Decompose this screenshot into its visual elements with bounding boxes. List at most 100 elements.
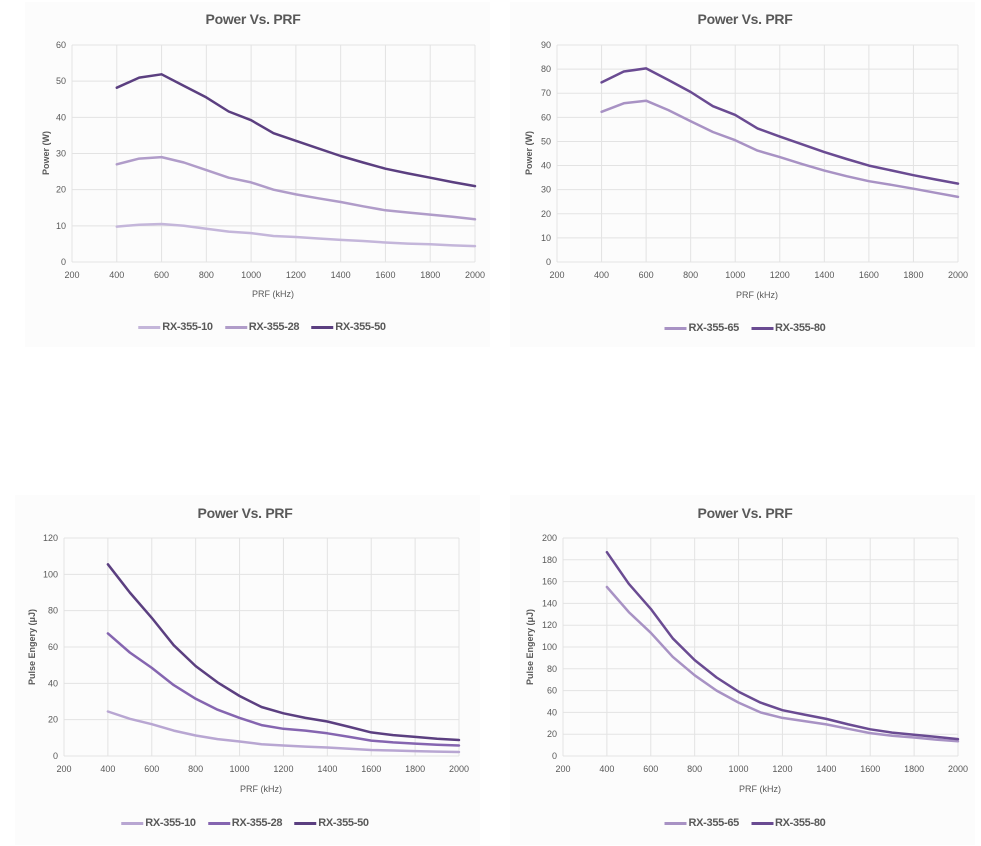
chart-1-xlabel: PRF (kHz): [252, 289, 294, 299]
series-line-rx-355-10: [115, 222, 477, 248]
y-tick-label: 120: [542, 620, 557, 630]
chart-2-title: Power Vs. PRF: [697, 11, 793, 27]
legend-label: RX-355-10: [162, 321, 213, 333]
x-tick-label: 1800: [903, 270, 923, 280]
series-line-rx-355-10: [106, 710, 461, 754]
legend-label: RX-355-80: [775, 322, 826, 334]
x-tick-label: 1600: [361, 764, 381, 774]
series-line-rx-355-50: [106, 563, 461, 742]
legend-swatch: [138, 325, 161, 329]
x-tick-label: 600: [643, 764, 658, 774]
y-tick-label: 30: [541, 185, 551, 195]
series-line-rx-355-65: [600, 99, 960, 199]
x-tick-label: 200: [64, 270, 79, 280]
chart-panel-4: [510, 495, 975, 845]
y-tick-label: 20: [48, 715, 58, 725]
chart-3-title: Power Vs. PRF: [197, 505, 293, 521]
chart-4-xlabel: PRF (kHz): [739, 784, 781, 794]
x-tick-label: 2000: [948, 270, 968, 280]
x-tick-label: 600: [639, 270, 654, 280]
y-tick-label: 140: [542, 598, 557, 608]
x-tick-label: 1000: [729, 764, 749, 774]
legend-swatch: [664, 821, 687, 825]
y-tick-label: 50: [541, 136, 551, 146]
x-tick-label: 2000: [948, 764, 968, 774]
x-tick-label: 2000: [465, 270, 485, 280]
chart-4-legend: RX-355-65 RX-355-80: [664, 817, 826, 829]
legend-swatch: [294, 821, 317, 825]
x-tick-label: 800: [199, 270, 214, 280]
y-tick-label: 40: [547, 707, 557, 717]
legend-label: RX-355-28: [231, 817, 283, 829]
legend-label: RX-355-50: [335, 321, 386, 333]
legend-item: RX-355-10: [121, 817, 196, 829]
y-tick-label: 10: [56, 221, 66, 231]
chart-3-xlabel: PRF (kHz): [240, 784, 282, 794]
y-tick-label: 180: [542, 555, 557, 565]
series-line-rx-355-65: [605, 585, 960, 743]
y-tick-label: 60: [56, 40, 66, 50]
legend-swatch: [224, 325, 247, 329]
y-tick-label: 80: [547, 664, 557, 674]
y-tick-label: 160: [542, 577, 557, 587]
legend-swatch: [121, 821, 144, 825]
legend-item: RX-355-65: [664, 817, 740, 829]
chart-panel-3: [15, 495, 480, 845]
x-tick-label: 400: [100, 764, 115, 774]
x-tick-label: 800: [188, 764, 203, 774]
x-tick-label: 600: [154, 270, 169, 280]
series-line-rx-355-28: [106, 632, 461, 747]
y-tick-label: 10: [541, 233, 551, 243]
x-tick-label: 2000: [449, 764, 469, 774]
x-tick-label: 800: [683, 270, 698, 280]
legend-swatch: [751, 326, 773, 330]
y-tick-label: 100: [43, 569, 58, 579]
x-tick-label: 1600: [859, 270, 879, 280]
chart-1-ylabel: Power (W): [41, 131, 51, 175]
x-tick-label: 1800: [904, 764, 924, 774]
y-tick-label: 60: [48, 642, 58, 652]
y-tick-label: 60: [547, 686, 557, 696]
legend-swatch: [751, 821, 773, 825]
y-tick-label: 60: [541, 112, 551, 122]
chart-2-ylabel: Power (W): [524, 131, 534, 175]
x-tick-label: 1400: [814, 270, 834, 280]
x-tick-label: 1600: [860, 764, 880, 774]
x-tick-label: 800: [687, 764, 702, 774]
y-tick-label: 80: [541, 64, 551, 74]
y-tick-label: 0: [546, 257, 551, 267]
y-tick-label: 50: [56, 76, 66, 86]
y-tick-label: 30: [56, 149, 66, 159]
y-tick-label: 20: [547, 729, 557, 739]
x-tick-label: 1600: [375, 270, 395, 280]
y-tick-label: 90: [541, 40, 551, 50]
x-tick-label: 1200: [770, 270, 790, 280]
x-tick-label: 1200: [273, 764, 293, 774]
series-line-rx-355-28: [115, 155, 477, 221]
x-tick-label: 1800: [405, 764, 425, 774]
x-tick-label: 1400: [331, 270, 351, 280]
legend-label: RX-355-65: [688, 322, 740, 334]
x-tick-label: 200: [549, 270, 564, 280]
x-tick-label: 1000: [725, 270, 745, 280]
y-tick-label: 70: [541, 88, 551, 98]
x-tick-label: 1000: [230, 764, 250, 774]
x-tick-label: 1800: [420, 270, 440, 280]
x-tick-label: 1200: [286, 270, 306, 280]
chart-panel-2: [510, 2, 975, 347]
legend-item: RX-355-50: [311, 321, 386, 333]
legend-item: RX-355-10: [138, 321, 213, 333]
series-line-rx-355-80: [605, 550, 960, 741]
chart-2-legend: RX-355-65 RX-355-80: [664, 322, 826, 334]
y-tick-label: 40: [48, 678, 58, 688]
legend-item: RX-355-50: [294, 817, 369, 829]
y-tick-label: 200: [542, 533, 557, 543]
x-tick-label: 1400: [317, 764, 337, 774]
y-tick-label: 0: [552, 751, 557, 761]
legend-label: RX-355-65: [688, 817, 740, 829]
x-tick-label: 200: [555, 764, 570, 774]
legend-swatch: [311, 325, 334, 329]
legend-swatch: [207, 821, 230, 825]
y-tick-label: 40: [541, 161, 551, 171]
